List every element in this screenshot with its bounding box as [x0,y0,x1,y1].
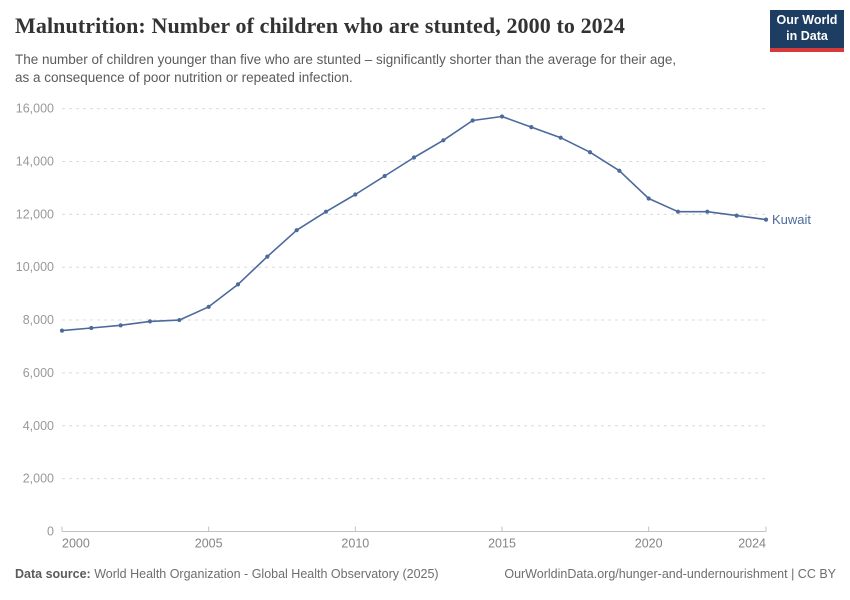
data-point-2016[interactable] [529,125,534,130]
data-point-2014[interactable] [470,118,475,123]
data-point-2006[interactable] [235,282,241,287]
data-point-2020[interactable] [646,196,651,201]
data-point-2015[interactable] [499,114,505,119]
data-point-2022[interactable] [705,209,710,214]
data-point-2018[interactable] [587,150,593,155]
data-point-2008[interactable] [294,228,299,233]
data-point-2017[interactable] [558,135,563,140]
data-point-2009[interactable] [323,209,329,214]
x-tick-label-2000: 2000 [62,537,90,551]
data-point-2010[interactable] [353,192,358,197]
y-tick-label-8000: 8,000 [23,313,54,327]
data-point-2019[interactable] [617,168,622,173]
x-tick-label-2020: 2020 [635,537,663,551]
data-point-2001[interactable] [89,325,94,331]
chart-footer: Data source: World Health Organization -… [15,567,836,581]
y-tick-label-12000: 12,000 [16,207,54,221]
owid-logo[interactable]: Our World in Data [770,10,844,52]
chart-subtitle-line1: The number of children younger than five… [15,52,677,67]
data-point-2004[interactable] [177,317,182,323]
page-title: Malnutrition: Number of children who are… [15,13,625,38]
y-tick-label-0: 0 [47,525,54,539]
data-point-2024[interactable] [763,217,769,222]
data-source-text: World Health Organization - Global Healt… [94,567,439,581]
data-source: Data source: World Health Organization -… [15,567,439,581]
x-tick-label-2005: 2005 [195,537,223,551]
data-point-2002[interactable] [118,323,123,328]
data-point-2021[interactable] [675,209,681,214]
chart-subtitle-line2: as a consequence of poor nutrition or re… [15,70,353,86]
data-point-2012[interactable] [411,155,417,160]
x-tick-label-2010: 2010 [341,537,369,551]
data-point-2013[interactable] [441,138,446,143]
owid-logo-line1: Our World [776,13,838,28]
owid-logo-line2: in Data [786,29,828,43]
y-tick-label-16000: 16,000 [16,102,54,116]
x-tick-label-2015: 2015 [488,537,516,551]
data-point-2023[interactable] [734,213,739,218]
series-line-kuwait[interactable] [61,115,767,332]
owid-link[interactable]: OurWorldinData.org/hunger-and-undernouri… [504,567,836,581]
data-point-2005[interactable] [206,304,211,309]
y-tick-label-14000: 14,000 [16,154,54,168]
data-point-2003[interactable] [147,319,153,324]
entity-label-kuwait[interactable]: Kuwait [772,212,811,227]
x-tick-label-2024: 2024 [738,537,766,551]
data-point-2011[interactable] [382,173,387,179]
y-tick-label-6000: 6,000 [23,366,54,380]
line-chart[interactable]: 0 2,000 4,000 6,000 8,000 10,000 12,000 14,000 1… [0,95,850,555]
chart-subtitle: The number of children younger than five… [15,51,775,87]
data-point-2000[interactable] [59,328,65,333]
y-tick-label-4000: 4,000 [23,419,54,433]
data-source-label: Data source: [15,567,91,581]
y-tick-label-2000: 2,000 [23,472,54,486]
y-tick-label-10000: 10,000 [16,260,54,274]
data-point-2007[interactable] [265,254,270,259]
